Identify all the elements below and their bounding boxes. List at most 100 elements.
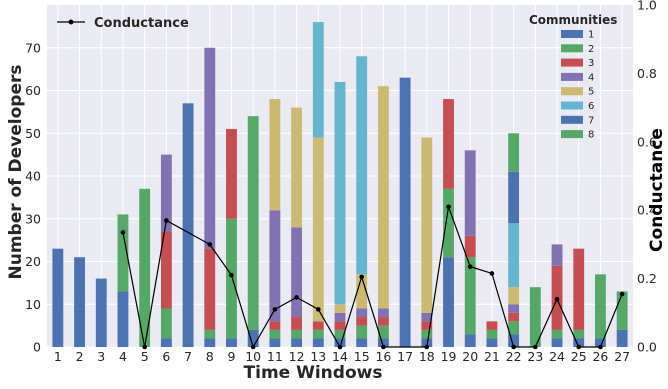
bar-segment-2-window-19 <box>443 188 454 258</box>
bar-segment-2-window-13 <box>312 329 324 339</box>
bar-segment-4-window-20 <box>464 150 476 236</box>
bar-segment-5-window-16 <box>377 86 389 309</box>
bar-segment-1-window-27 <box>616 329 628 347</box>
bar-segment-3-window-16 <box>377 317 389 326</box>
x-tick-label-9: 9 <box>228 349 236 364</box>
bar-segment-1-window-10 <box>247 329 259 347</box>
bar-segment-1-window-17 <box>399 77 411 348</box>
bar-segment-2-window-18 <box>421 329 433 339</box>
bar-segment-1-window-25 <box>573 338 585 347</box>
bar-segment-4-window-12 <box>291 227 303 318</box>
x-tick-label-10: 10 <box>245 349 261 364</box>
x-tick-label-24: 24 <box>549 349 565 364</box>
conductance-legend: Conductance <box>57 16 189 31</box>
x-axis-ticks: 1 2 3 4 5 6 7 8 9 10 11 12 13 14 15 16 17 18 19 20 21 22 23 24 2… <box>54 349 630 364</box>
y2-tick-label: 0.8 <box>637 66 657 81</box>
y2-tick-label: 0.0 <box>637 340 657 355</box>
bar-segment-3-window-21 <box>486 321 498 330</box>
bar-segment-1-window-11 <box>269 338 281 347</box>
x-tick-label-7: 7 <box>184 349 192 364</box>
conductance-point-5 <box>142 344 147 350</box>
legend-label-1: 1 <box>588 30 594 41</box>
legend-swatch-5 <box>561 87 583 96</box>
bar-segment-8-window-26 <box>595 274 606 339</box>
x-tick-label-17: 17 <box>397 349 413 364</box>
conductance-point-18 <box>424 344 430 350</box>
y2-tick-label: 0.4 <box>637 203 657 218</box>
x-tick-label-12: 12 <box>289 349 305 364</box>
conductance-point-14 <box>337 344 343 350</box>
bar-segment-3-window-18 <box>421 321 433 330</box>
bar-segment-4-window-15 <box>356 308 368 318</box>
conductance-legend-label: Conductance <box>94 16 189 31</box>
y-tick-label: 70 <box>25 40 41 55</box>
conductance-point-19 <box>446 204 451 210</box>
x-tick-label-20: 20 <box>462 349 478 364</box>
bar-segment-2-window-9 <box>226 218 237 339</box>
bar-segment-3-window-12 <box>291 317 303 330</box>
bar-segment-7-window-22 <box>508 171 520 224</box>
bar-segment-2-window-14 <box>334 329 346 339</box>
bar-segment-4-window-14 <box>334 312 346 322</box>
bar-segment-4-window-22 <box>508 304 520 313</box>
y-tick-label: 40 <box>25 169 41 184</box>
bar-segment-2-window-21 <box>486 329 498 339</box>
bar-segment-6-window-14 <box>334 81 346 305</box>
y-tick-label: 50 <box>25 126 41 141</box>
bar-segment-5-window-13 <box>312 137 324 322</box>
bar-segment-5-window-22 <box>508 287 520 305</box>
bar-segment-2-window-11 <box>269 329 281 339</box>
y-axis-label: Number of Developers <box>6 65 26 280</box>
bar-segment-4-window-6 <box>160 154 172 232</box>
bar-segment-6-window-22 <box>508 223 520 288</box>
legend-swatch-6 <box>561 101 583 110</box>
legend-swatch-4 <box>561 72 583 81</box>
x-tick-label-3: 3 <box>97 349 105 364</box>
x-axis-label: Time Windows <box>244 363 383 383</box>
x-tick-label-19: 19 <box>441 349 457 364</box>
x-tick-label-5: 5 <box>141 349 149 364</box>
communities-legend-title: Communities <box>529 13 617 27</box>
conductance-point-11 <box>272 307 278 312</box>
conductance-point-15 <box>359 274 365 280</box>
x-tick-label-16: 16 <box>375 349 391 364</box>
conductance-point-4 <box>120 230 126 235</box>
x-tick-label-21: 21 <box>484 349 500 364</box>
bar-segment-1-window-13 <box>312 338 324 347</box>
x-tick-label-2: 2 <box>76 349 84 364</box>
bar-segment-3-window-22 <box>508 312 520 322</box>
y-axis-ticks: 0 10 20 30 40 50 60 70 <box>25 40 41 354</box>
conductance-point-9 <box>229 272 234 278</box>
conductance-point-27 <box>619 291 625 297</box>
legend-label-5: 5 <box>588 87 594 98</box>
x-tick-label-23: 23 <box>527 349 543 364</box>
legend-label-4: 4 <box>588 72 594 83</box>
bar-segment-2-window-22 <box>508 321 520 335</box>
bar-segment-2-window-10 <box>247 116 259 330</box>
bar-segment-5-window-15 <box>356 274 368 309</box>
conductance-point-8 <box>207 242 213 247</box>
bar-segment-5-window-12 <box>291 107 303 228</box>
x-tick-label-25: 25 <box>571 349 587 364</box>
bar-segment-3-window-20 <box>464 235 476 258</box>
bar-segment-4-window-24 <box>551 244 563 266</box>
communities-legend-items: 1 2 3 4 5 6 7 8 <box>561 30 594 141</box>
bar-segment-3-window-13 <box>312 321 324 330</box>
bar-segment-2-window-6 <box>160 308 172 339</box>
conductance-line-layer <box>120 204 625 350</box>
x-tick-label-14: 14 <box>332 349 348 364</box>
legend-swatch-7 <box>561 115 583 124</box>
bar-segment-1-window-20 <box>464 334 476 347</box>
y-tick-label: 60 <box>25 83 41 98</box>
bar-segment-1-window-15 <box>356 338 368 347</box>
bar-segment-8-window-23 <box>529 287 541 347</box>
x-tick-label-1: 1 <box>54 349 62 364</box>
conductance-point-22 <box>511 344 516 350</box>
bar-segment-2-window-20 <box>464 257 476 335</box>
bar-segment-2-window-25 <box>573 329 585 339</box>
conductance-point-23 <box>533 344 538 350</box>
bars-layer <box>52 22 628 348</box>
legend-label-8: 8 <box>588 130 594 141</box>
